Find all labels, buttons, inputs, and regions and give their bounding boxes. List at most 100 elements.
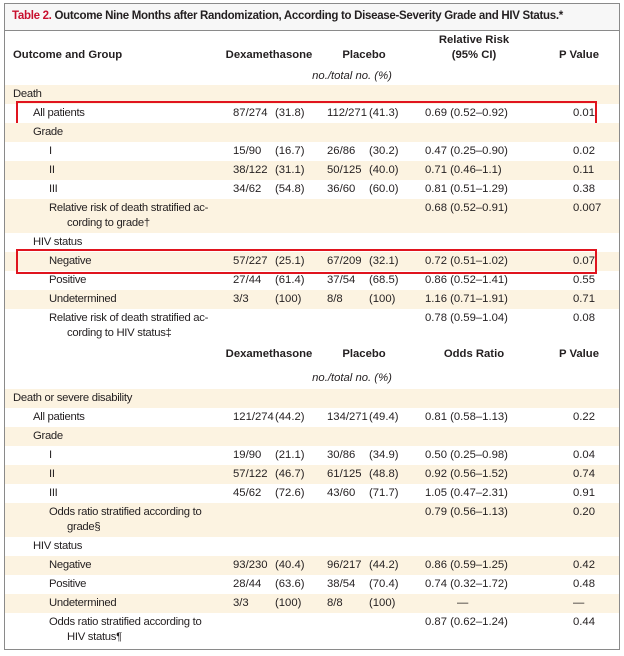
p-value: 0.42 <box>573 559 595 571</box>
row-label-text: II <box>49 468 55 480</box>
row-label-text: Positive <box>49 274 87 286</box>
placebo-percent: (34.9) <box>369 449 399 461</box>
row-label-continuation: HIV status¶ <box>67 631 122 643</box>
placebo-count: 112/271 <box>327 107 367 119</box>
row-label: Relative risk of death stratified ac-cor… <box>5 311 229 341</box>
dexamethasone-cell <box>229 87 321 104</box>
placebo-count: 8/8 <box>327 293 343 305</box>
effect-estimate: 0.79 (0.56–1.13) <box>425 506 508 518</box>
table-row: Negative 57/227 (25.1) 67/209 (32.1) 0.72 (0.… <box>5 249 619 274</box>
effect-estimate <box>417 235 545 252</box>
placebo-cell <box>321 615 417 645</box>
placebo-count: 26/86 <box>327 145 356 157</box>
p-value <box>545 539 619 556</box>
effect-estimate: 0.86 (0.59–1.25) <box>425 559 508 571</box>
row-label-text: II <box>49 164 55 176</box>
table-row: I 15/90 (16.7) 26/86 (30.2) 0.47 (0.25–0.90) 0… <box>5 142 619 161</box>
dexamethasone-cell <box>229 201 321 231</box>
p-value <box>545 391 619 408</box>
row-label: Negative <box>5 558 229 575</box>
dexamethasone-cell <box>229 125 321 142</box>
dexamethasone-count: 87/274 <box>233 107 268 119</box>
p-value <box>545 125 619 142</box>
row-label-text: I <box>49 449 52 461</box>
placebo-percent: (48.8) <box>369 468 399 480</box>
table-row: Undetermined 3/3 (100) 8/8 (100) 1.16 (0.71–1… <box>5 290 619 309</box>
placebo-count: 61/125 <box>327 468 362 480</box>
row-label-text: Undetermined <box>49 597 117 609</box>
row-label-text: HIV status <box>33 540 83 552</box>
table-row: II 57/122 (46.7) 61/125 (48.8) 0.92 (0.56–1.5… <box>5 465 619 484</box>
p-value: 0.55 <box>573 274 595 286</box>
units-label: no./total no. (%) <box>312 372 392 384</box>
row-label: All patients <box>5 410 229 427</box>
row-label-text: Odds ratio stratified according to <box>49 506 202 518</box>
p-value: — <box>573 597 585 609</box>
dexamethasone-percent: (21.1) <box>275 449 305 461</box>
row-label-text: Undetermined <box>49 293 117 305</box>
dexamethasone-cell <box>229 311 321 341</box>
row-label-text: All patients <box>33 411 85 423</box>
p-value: 0.07 <box>573 255 595 267</box>
placebo-percent: (100) <box>369 597 396 609</box>
header-p-value: P Value <box>559 348 599 360</box>
p-value: 0.20 <box>573 506 595 518</box>
p-value: 0.74 <box>573 468 595 480</box>
row-label: III <box>5 486 229 503</box>
row-label: Negative <box>5 254 229 271</box>
dexamethasone-cell: 38/122 (31.1) <box>229 163 321 180</box>
dexamethasone-count: 28/44 <box>233 578 262 590</box>
effect-estimate: 0.86 (0.52–1.41) <box>425 274 508 286</box>
placebo-cell: 43/60 (71.7) <box>321 486 417 503</box>
placebo-percent: (49.4) <box>369 411 399 423</box>
row-label: Odds ratio stratified according to grade§ <box>5 505 229 535</box>
table-row: Relative risk of death stratified ac-cor… <box>5 309 619 343</box>
table-row: HIV status <box>5 537 619 556</box>
table-row: Positive 27/44 (61.4) 37/54 (68.5) 0.86 (0.52… <box>5 271 619 290</box>
placebo-cell <box>321 125 417 142</box>
row-label: HIV status <box>5 539 229 556</box>
dexamethasone-count: 57/227 <box>233 255 268 267</box>
row-label: I <box>5 144 229 161</box>
row-label: Undetermined <box>5 292 229 309</box>
placebo-cell: 134/271(49.4) <box>321 410 417 427</box>
row-label: All patients <box>5 106 229 123</box>
dexamethasone-cell: 28/44 (63.6) <box>229 577 321 594</box>
row-label-text: All patients <box>33 107 85 119</box>
placebo-count: 134/271 <box>327 411 368 423</box>
p-value: 0.02 <box>573 145 595 157</box>
table-row: Grade <box>5 427 619 446</box>
section-heading-row: Death or severe disability <box>5 389 619 408</box>
p-value: 0.48 <box>573 578 595 590</box>
row-label: Relative risk of death stratified ac-cor… <box>5 201 229 231</box>
row-label: HIV status <box>5 235 229 252</box>
header-effect: Relative Risk (95% CI) <box>409 33 539 63</box>
table-body: Outcome and Group Dexamethasone Placebo Rel… <box>5 31 619 647</box>
effect-estimate: 1.16 (0.71–1.91) <box>425 293 508 305</box>
p-value: 0.44 <box>573 616 595 628</box>
placebo-cell <box>321 505 417 535</box>
placebo-percent: (40.0) <box>369 164 399 176</box>
dexamethasone-percent: (40.4) <box>275 559 305 571</box>
placebo-cell <box>321 539 417 556</box>
dexamethasone-percent: (72.6) <box>275 487 305 499</box>
row-label-text: HIV status <box>33 236 83 248</box>
units-label: no./total no. (%) <box>312 70 392 82</box>
header-placebo: Placebo <box>342 49 386 61</box>
placebo-count: 96/217 <box>327 559 362 571</box>
placebo-cell: 37/54 (68.5) <box>321 273 417 290</box>
header-dexamethasone: Dexamethasone <box>225 49 313 61</box>
effect-estimate <box>417 539 545 556</box>
dexamethasone-count: 93/230 <box>233 559 268 571</box>
row-label-text: I <box>49 145 52 157</box>
p-value: 0.08 <box>573 312 595 324</box>
effect-estimate: — <box>457 597 469 609</box>
effect-estimate <box>417 125 545 142</box>
dexamethasone-count: 38/122 <box>233 164 268 176</box>
header-effect: Odds Ratio <box>409 347 539 362</box>
dexamethasone-cell <box>229 235 321 252</box>
effect-estimate: 0.92 (0.56–1.52) <box>425 468 508 480</box>
placebo-count: 67/209 <box>327 255 362 267</box>
dexamethasone-count: 45/62 <box>233 487 262 499</box>
effect-estimate: 0.81 (0.51–1.29) <box>425 183 508 195</box>
